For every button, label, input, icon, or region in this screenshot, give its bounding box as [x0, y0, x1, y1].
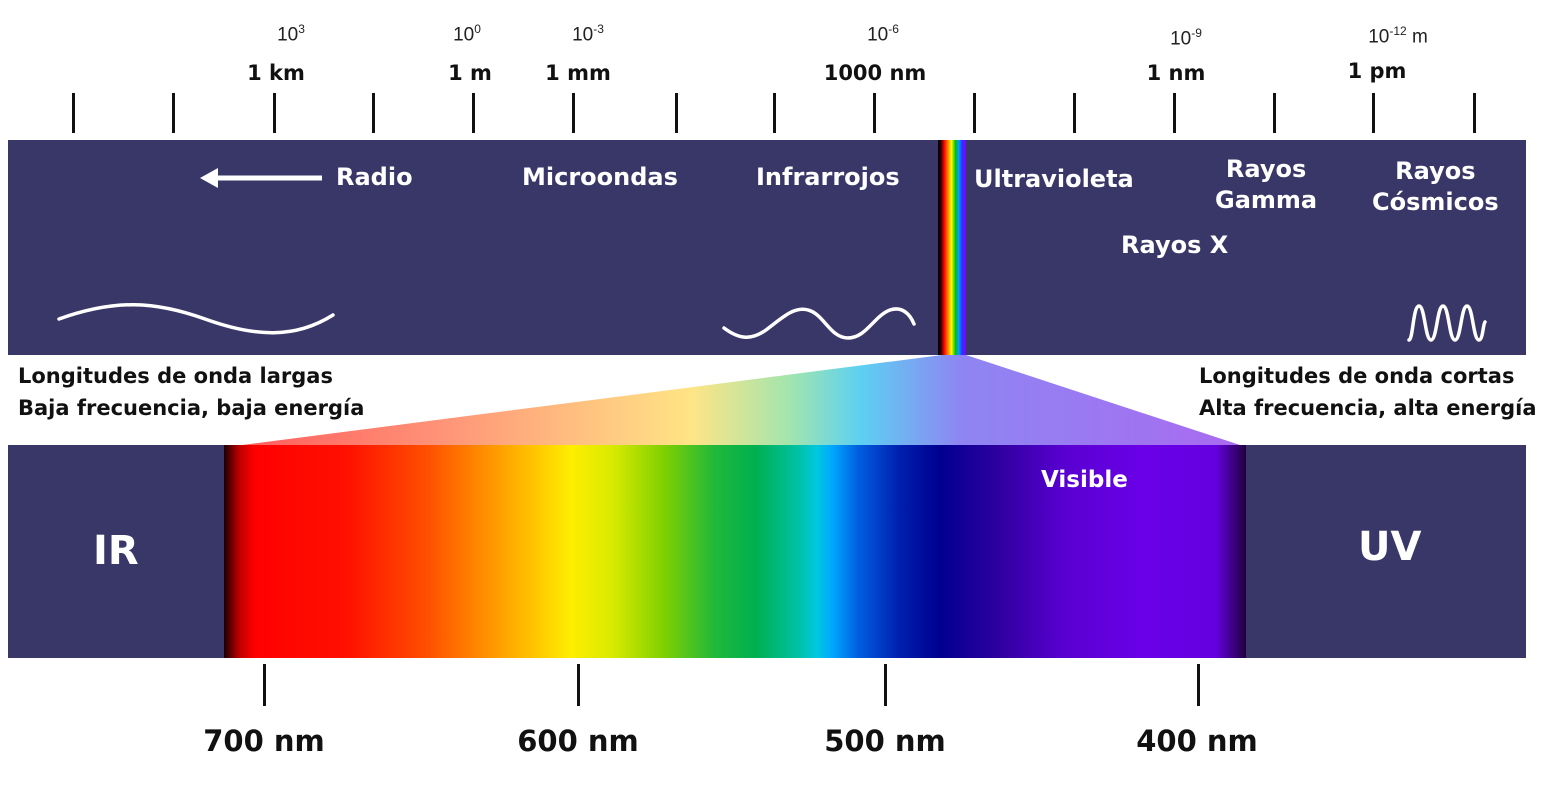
left-arrow-icon — [200, 168, 322, 188]
visible-spectrum-gradient — [224, 445, 1246, 658]
wavelength-label-500: 500 nm — [824, 724, 946, 758]
note-long-wavelengths: Longitudes de onda largas Baja frecuenci… — [18, 360, 364, 424]
note-short-wavelengths: Longitudes de onda cortas Alta frecuenci… — [1199, 360, 1537, 424]
visible-strip — [938, 140, 966, 355]
wavelength-label-400: 400 nm — [1136, 724, 1258, 758]
exponent-label-1e3: 103 — [277, 22, 305, 46]
scale-tick — [72, 93, 75, 133]
exponent-label-1e-12: 10-12 m — [1368, 24, 1428, 48]
note-right-line1: Longitudes de onda cortas — [1199, 364, 1515, 388]
scale-tick — [675, 93, 678, 133]
label-cosmic-line2: Cósmicos — [1372, 188, 1499, 216]
exponent-label-1e0: 100 — [453, 22, 481, 46]
scale-tick — [172, 93, 175, 133]
unit-label-1pm: 1 pm — [1347, 59, 1407, 83]
scale-tick — [873, 93, 876, 133]
unit-label-1km: 1 km — [247, 61, 305, 85]
unit-label-1m: 1 m — [448, 61, 492, 85]
scale-tick — [572, 93, 575, 133]
wavelength-label-600: 600 nm — [517, 724, 639, 758]
label-xrays: Rayos X — [1121, 231, 1229, 259]
wavelength-label-700: 700 nm — [203, 724, 325, 758]
medium-wave-icon — [722, 307, 916, 340]
scale-tick — [1372, 93, 1375, 133]
unit-label-1mm: 1 mm — [545, 61, 611, 85]
label-ultraviolet: Ultravioleta — [974, 165, 1134, 193]
scale-tick — [1273, 93, 1276, 133]
label-gamma-line1: Rayos — [1225, 155, 1307, 183]
scale-tick — [1473, 93, 1476, 133]
label-cosmic-rays: Rayos Cósmicos — [1372, 156, 1499, 218]
unit-label-1nm: 1 nm — [1146, 61, 1206, 85]
wavelength-tick-600 — [577, 664, 580, 706]
exponent-label-1e-3: 10-3 — [572, 22, 604, 46]
label-cosmic-line1: Rayos — [1395, 157, 1476, 185]
label-radio: Radio — [336, 163, 413, 191]
exponent-label-1e-6: 10-6 — [867, 22, 899, 46]
wavelength-tick-400 — [1197, 664, 1200, 706]
scale-tick — [1173, 93, 1176, 133]
label-visible: Visible — [1041, 467, 1128, 493]
label-ir: IR — [93, 528, 139, 574]
short-wave-icon — [1407, 304, 1487, 342]
scale-tick — [372, 93, 375, 133]
label-microwaves: Microondas — [522, 163, 678, 191]
note-right-line2: Alta frecuencia, alta energía — [1199, 396, 1537, 420]
label-infrared: Infrarrojos — [756, 163, 900, 191]
note-left-line2: Baja frecuencia, baja energía — [18, 396, 365, 420]
exponent-label-1e-9: 10-9 — [1170, 26, 1202, 50]
unit-label-1000nm: 1000 nm — [823, 61, 927, 85]
label-uv: UV — [1358, 524, 1422, 570]
label-gamma-rays: Rayos Gamma — [1215, 154, 1317, 216]
note-left-line1: Longitudes de onda largas — [18, 364, 333, 388]
scale-tick — [1073, 93, 1076, 133]
wavelength-tick-500 — [884, 664, 887, 706]
scale-tick — [273, 93, 276, 133]
scale-tick — [773, 93, 776, 133]
long-wave-icon — [57, 303, 335, 335]
scale-tick — [973, 93, 976, 133]
label-gamma-line2: Gamma — [1215, 186, 1318, 214]
wavelength-tick-700 — [263, 664, 266, 706]
scale-tick — [472, 93, 475, 133]
